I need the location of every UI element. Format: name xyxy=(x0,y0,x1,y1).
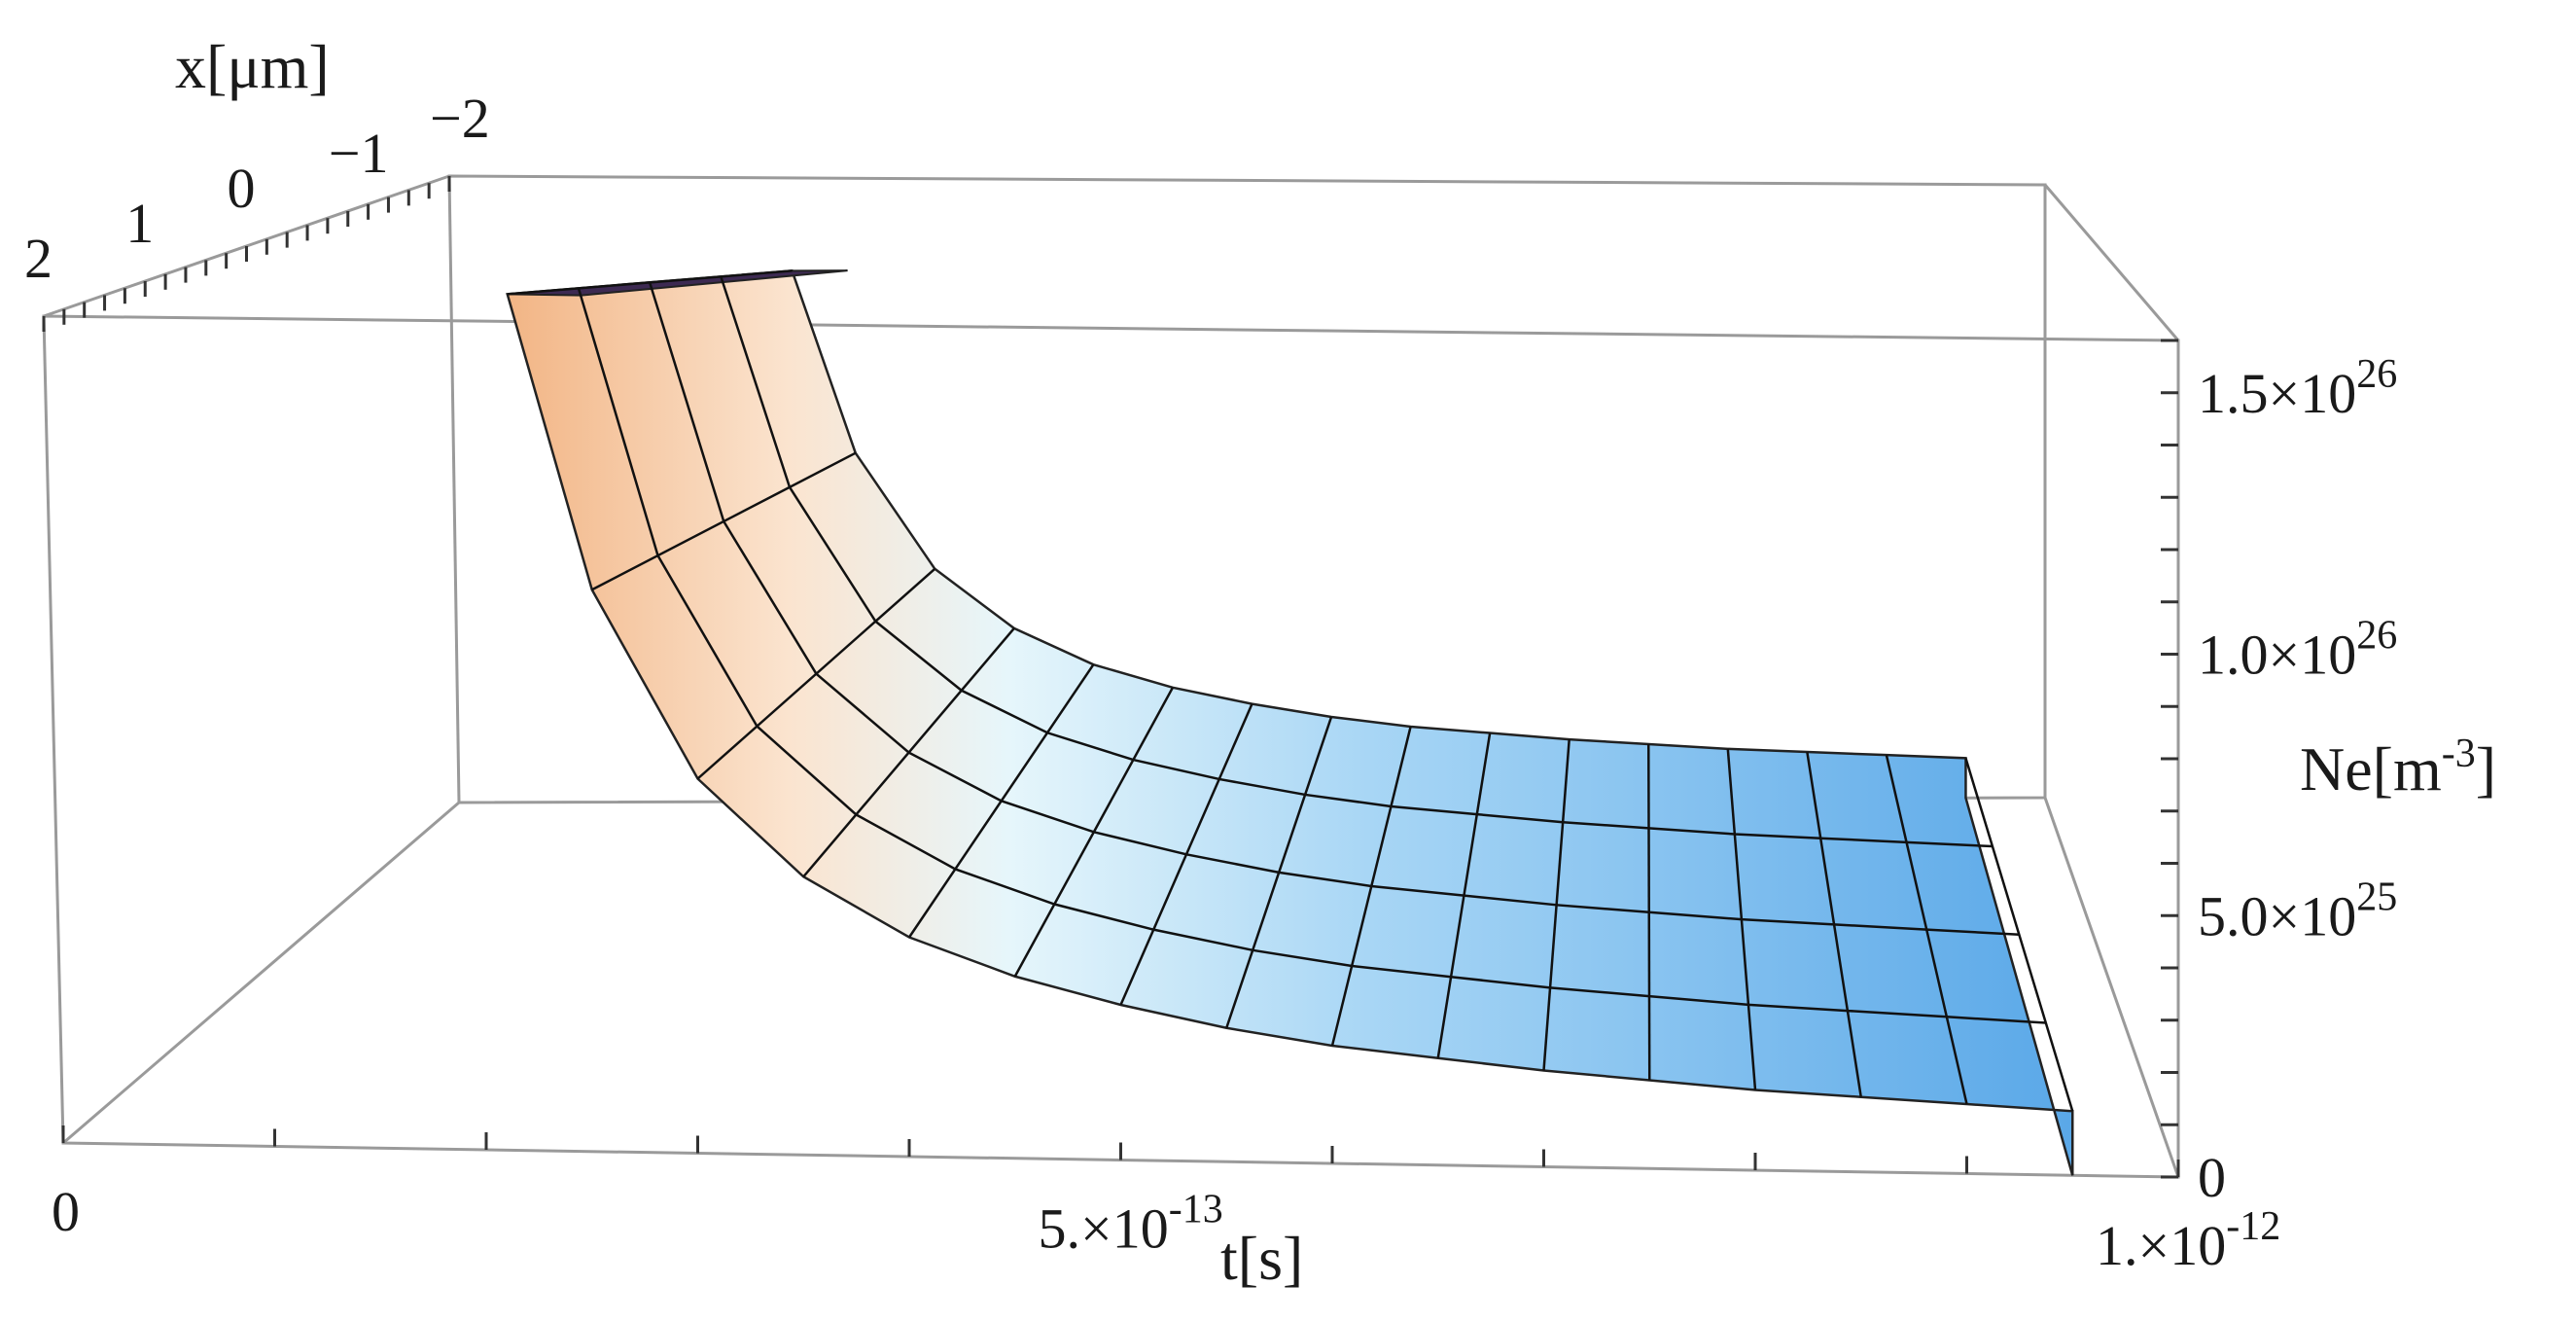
bounding-box xyxy=(42,174,2180,1179)
z-tick-label-base: 1.5×10 xyxy=(2198,362,2356,425)
box-edge-bottom-left xyxy=(62,801,460,1145)
z-axis-label-base: Ne[m xyxy=(2300,734,2442,803)
z-tick-label-base: 0 xyxy=(2198,1146,2226,1209)
t-tick-label-base: 0 xyxy=(52,1180,80,1243)
t-tick-label: 1.×10-12 xyxy=(2096,1204,2280,1277)
t-axis: 0 5.×10-13 1.×10-12 xyxy=(52,1125,2280,1277)
z-tick-label: 1.5×1026 xyxy=(2198,352,2397,425)
z-axis-label-exp: -3 xyxy=(2442,732,2476,776)
z-axis-label: Ne[m-3] xyxy=(2300,732,2496,803)
x-tick-label: −1 xyxy=(329,122,389,185)
x-tick-label: 1 xyxy=(125,192,154,255)
surface-mesh xyxy=(507,269,2074,1112)
x-axis: 2 1 0 −1 −2 xyxy=(24,87,490,332)
surface xyxy=(506,269,2074,1176)
t-tick-label-exp: -13 xyxy=(1169,1188,1223,1232)
t-tick-label-base: 5.×10 xyxy=(1039,1197,1169,1261)
box-edge-top-right xyxy=(2043,184,2180,341)
x-tick-label: 0 xyxy=(228,157,256,220)
x-axis-label: x[μm] xyxy=(175,32,330,101)
t-tick-label-exp: -12 xyxy=(2226,1204,2280,1249)
surface-fill xyxy=(506,269,2074,1176)
mesh-line-t xyxy=(1964,757,2074,1112)
z-tick-label-exp: 25 xyxy=(2356,875,2397,919)
z-tick-label: 1.0×1026 xyxy=(2198,614,2397,687)
x-tick-label: 2 xyxy=(24,227,53,290)
x-tick-label: −2 xyxy=(430,87,490,150)
t-axis-label: t[s] xyxy=(1220,1224,1303,1293)
t-tick-label: 5.×10-13 xyxy=(1039,1188,1223,1261)
z-tick-label: 5.0×1025 xyxy=(2198,875,2397,947)
z-tick-label-base: 5.0×10 xyxy=(2198,884,2356,947)
mesh-line-x xyxy=(648,281,2020,937)
z-tick-label: 0 xyxy=(2198,1146,2226,1209)
t-tick-label: 0 xyxy=(52,1180,80,1243)
z-axis-label-tail: ] xyxy=(2476,734,2496,803)
mesh-line-x xyxy=(720,275,1993,848)
mesh-line-x xyxy=(577,287,2046,1024)
z-tick-label-exp: 26 xyxy=(2356,352,2397,397)
z-tick-label-exp: 26 xyxy=(2356,614,2397,659)
t-tick-label-base: 1.×10 xyxy=(2096,1214,2226,1277)
box-edge-bottom-right xyxy=(2043,797,2180,1178)
z-tick-label-base: 1.0×10 xyxy=(2198,624,2356,687)
